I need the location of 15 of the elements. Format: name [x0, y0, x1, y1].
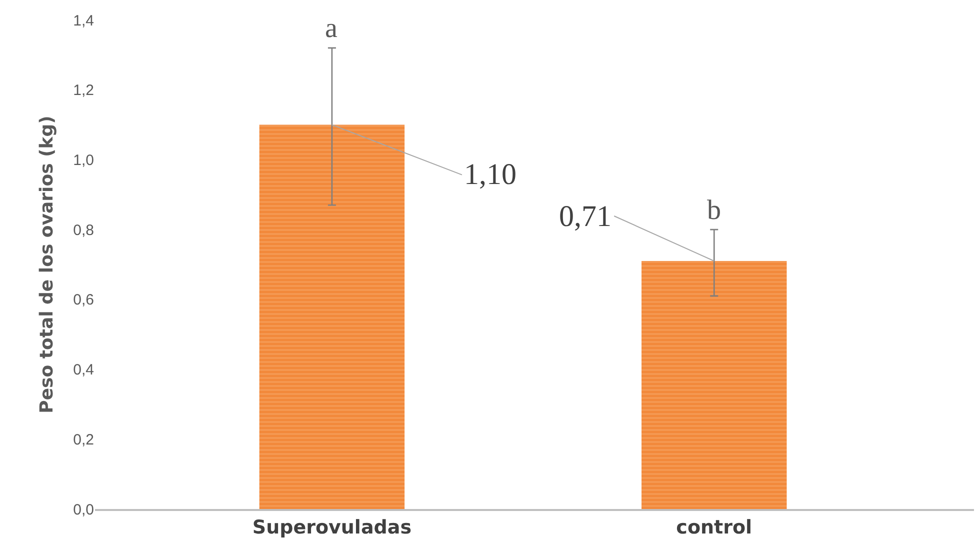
y-tick-label: 0,2	[73, 431, 94, 448]
x-tick-label: control	[676, 516, 752, 539]
y-axis-title: Peso total de los ovarios (kg)	[36, 116, 58, 414]
y-tick-label: 1,2	[73, 82, 94, 100]
data-label: 0,71	[559, 200, 612, 233]
annotation: b	[707, 195, 721, 226]
y-tick-label: 1,0	[73, 152, 94, 169]
data-label: 1,10	[464, 158, 516, 191]
x-tick-label: Superovuladas	[252, 516, 412, 539]
y-tick-label: 0,8	[73, 222, 94, 239]
y-tick-label: 0,0	[73, 501, 94, 518]
y-tick-label: 0,4	[73, 362, 94, 379]
annotation: a	[325, 13, 338, 44]
y-tick-label: 1,4	[73, 12, 94, 30]
y-tick-label: 0,6	[73, 292, 94, 309]
